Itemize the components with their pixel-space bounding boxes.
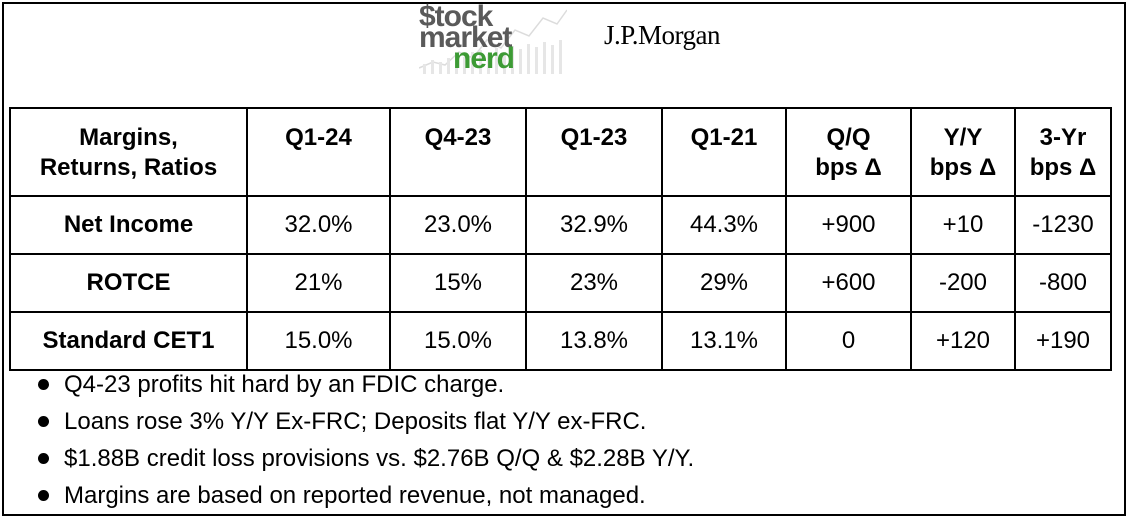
- bullet-icon: [38, 453, 49, 464]
- bullet-icon: [38, 490, 49, 501]
- row-label: Net Income: [9, 195, 248, 255]
- column-header: Margins, Returns, Ratios: [9, 107, 248, 197]
- stock-market-nerd-logo: $tock market nerd: [419, 2, 567, 74]
- bullet-icon: [38, 416, 49, 427]
- list-item: Loans rose 3% Y/Y Ex-FRC; Deposits flat …: [30, 403, 694, 440]
- table-cell: -200: [910, 253, 1016, 313]
- table-row: Standard CET1 15.0% 15.0% 13.8% 13.1% 0 …: [9, 311, 1112, 371]
- table-cell: +10: [910, 195, 1016, 255]
- table-cell: +120: [910, 311, 1016, 371]
- bullet-icon: [38, 379, 49, 390]
- table-row: Net Income 32.0% 23.0% 32.9% 44.3% +900 …: [9, 195, 1112, 255]
- metrics-table: Margins, Returns, Ratios Q1-24 Q4-23 Q1-2…: [9, 107, 1112, 371]
- table-cell: +190: [1014, 311, 1112, 371]
- table-cell: 0: [785, 311, 912, 371]
- row-label: ROTCE: [9, 253, 248, 313]
- table-cell: 32.0%: [246, 195, 391, 255]
- column-header: Q1-23: [525, 107, 663, 197]
- table-cell: 21%: [246, 253, 391, 313]
- table-cell: +600: [785, 253, 912, 313]
- column-header: 3-Yr bps Δ: [1014, 107, 1112, 197]
- column-header: Q/Q bps Δ: [785, 107, 912, 197]
- table-cell: 32.9%: [525, 195, 663, 255]
- jpmorgan-logo: J.P.Morgan: [604, 20, 721, 50]
- table-cell: 13.8%: [525, 311, 663, 371]
- logo-word-stock: $tock: [419, 2, 493, 33]
- table-cell: 13.1%: [661, 311, 787, 371]
- notes-list: Q4-23 profits hit hard by an FDIC charge…: [30, 366, 694, 514]
- table-row: ROTCE 21% 15% 23% 29% +600 -200 -800: [9, 253, 1112, 313]
- logo-word-market: market: [419, 21, 512, 54]
- list-item: Margins are based on reported revenue, n…: [30, 477, 694, 514]
- list-item: $1.88B credit loss provisions vs. $2.76B…: [30, 440, 694, 477]
- header: $tock market nerd J.P.Morgan: [0, 0, 1126, 106]
- column-header: Q4-23: [389, 107, 527, 197]
- column-header: Y/Y bps Δ: [910, 107, 1016, 197]
- logo-word-nerd: nerd: [453, 42, 515, 74]
- table-cell: 29%: [661, 253, 787, 313]
- column-header: Q1-24: [246, 107, 391, 197]
- table-cell: -1230: [1014, 195, 1112, 255]
- table-cell: 44.3%: [661, 195, 787, 255]
- row-label: Standard CET1: [9, 311, 248, 371]
- table-cell: +900: [785, 195, 912, 255]
- table-cell: 23.0%: [389, 195, 527, 255]
- list-item: Q4-23 profits hit hard by an FDIC charge…: [30, 366, 694, 403]
- table-header-row: Margins, Returns, Ratios Q1-24 Q4-23 Q1-2…: [9, 107, 1112, 197]
- logo-chart-graphic: [419, 9, 567, 74]
- table-cell: 15%: [389, 253, 527, 313]
- table-cell: 15.0%: [389, 311, 527, 371]
- table-cell: 23%: [525, 253, 663, 313]
- table-cell: 15.0%: [246, 311, 391, 371]
- table-cell: -800: [1014, 253, 1112, 313]
- column-header: Q1-21: [661, 107, 787, 197]
